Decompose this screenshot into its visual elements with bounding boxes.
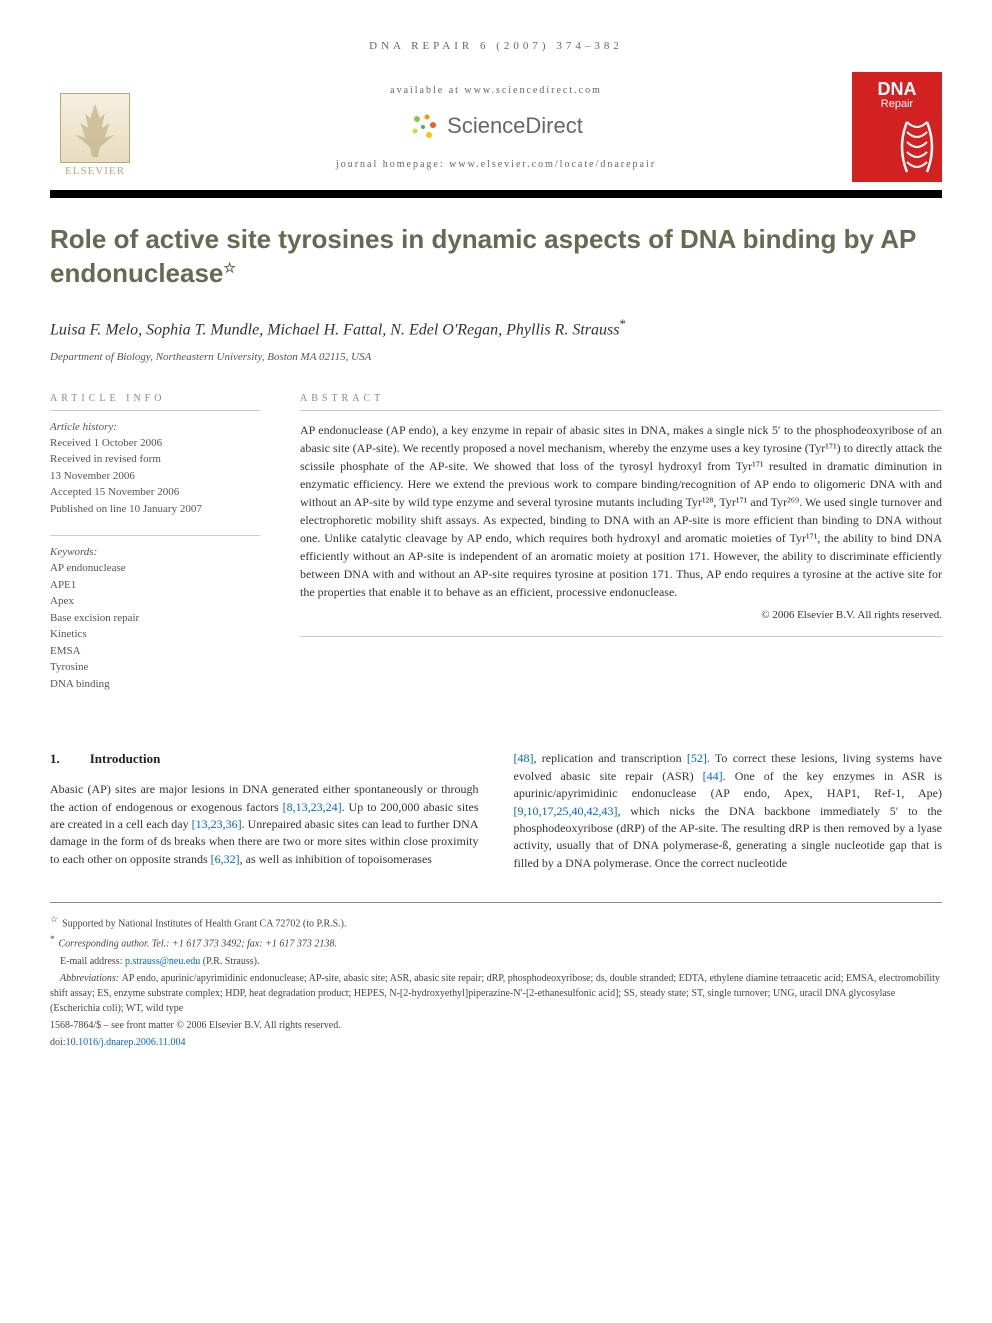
footnote-issn: 1568-7864/$ – see front matter © 2006 El… bbox=[50, 1018, 942, 1033]
elsevier-tree-icon bbox=[60, 93, 130, 163]
history-label: Article history: bbox=[50, 421, 260, 433]
keywords-label: Keywords: bbox=[50, 546, 260, 558]
keyword-item: Kinetics bbox=[50, 626, 260, 643]
sciencedirect-icon bbox=[409, 111, 439, 141]
body-text: 1. Introduction Abasic (AP) sites are maj… bbox=[50, 750, 942, 872]
dna-helix-icon bbox=[897, 117, 937, 177]
sciencedirect-text: ScienceDirect bbox=[447, 113, 583, 139]
doi-link[interactable]: 10.1016/j.dnarep.2006.11.004 bbox=[66, 1037, 186, 1048]
footnote-support: ☆ Supported by National Institutes of Hea… bbox=[50, 913, 942, 931]
abstract-text: AP endonuclease (AP endo), a key enzyme … bbox=[300, 421, 942, 601]
abstract-copyright: © 2006 Elsevier B.V. All rights reserved… bbox=[300, 609, 942, 621]
reference-link[interactable]: [48] bbox=[514, 751, 534, 765]
article-title: Role of active site tyrosines in dynamic… bbox=[50, 223, 942, 291]
reference-link[interactable]: [52] bbox=[687, 751, 707, 765]
reference-link[interactable]: [44] bbox=[703, 769, 723, 783]
footnotes: ☆ Supported by National Institutes of Hea… bbox=[50, 902, 942, 1050]
keyword-item: DNA binding bbox=[50, 676, 260, 693]
footnote-corresponding: * Corresponding author. Tel.: +1 617 373 … bbox=[50, 933, 942, 951]
body-column-right: [48], replication and transcription [52]… bbox=[514, 750, 943, 872]
history-item: Published on line 10 January 2007 bbox=[50, 501, 260, 518]
keywords-block: Keywords: AP endonuclease APE1 Apex Base… bbox=[50, 546, 260, 692]
footnote-mark-asterisk: * bbox=[50, 934, 55, 944]
email-label: E-mail address: bbox=[60, 956, 125, 967]
info-divider bbox=[50, 410, 260, 411]
footnote-text: Corresponding author. Tel.: +1 617 373 3… bbox=[59, 939, 337, 950]
keyword-item: AP endonuclease bbox=[50, 560, 260, 577]
body-paragraph: Abasic (AP) sites are major lesions in D… bbox=[50, 781, 479, 868]
keyword-item: EMSA bbox=[50, 643, 260, 660]
authors-line: Luisa F. Melo, Sophia T. Mundle, Michael… bbox=[50, 316, 942, 339]
article-info-column: ARTICLE INFO Article history: Received 1… bbox=[50, 393, 260, 711]
abstract-bottom-divider bbox=[300, 636, 942, 637]
keyword-item: Tyrosine bbox=[50, 659, 260, 676]
history-item: Accepted 15 November 2006 bbox=[50, 484, 260, 501]
elsevier-text: ELSEVIER bbox=[65, 165, 125, 177]
reference-link[interactable]: [6,32] bbox=[211, 852, 240, 866]
section-heading: 1. Introduction bbox=[50, 750, 479, 769]
available-at-text: available at www.sciencedirect.com bbox=[160, 85, 832, 96]
divider-bar bbox=[50, 190, 942, 198]
abbrev-label: Abbreviations: bbox=[60, 973, 122, 984]
cover-title: DNA bbox=[878, 80, 917, 98]
abstract-column: ABSTRACT AP endonuclease (AP endo), a ke… bbox=[300, 393, 942, 711]
body-text-span: , as well as inhibition of topoisomerase… bbox=[240, 852, 432, 866]
email-suffix: (P.R. Strauss). bbox=[200, 956, 259, 967]
info-divider bbox=[50, 535, 260, 536]
section-number: 1. bbox=[50, 750, 60, 769]
body-column-left: 1. Introduction Abasic (AP) sites are maj… bbox=[50, 750, 479, 872]
history-item: Received in revised form bbox=[50, 451, 260, 468]
cover-subtitle: Repair bbox=[881, 98, 913, 110]
reference-link[interactable]: [9,10,17,25,40,42,43] bbox=[514, 804, 618, 818]
center-header: available at www.sciencedirect.com Scien… bbox=[140, 85, 852, 170]
footnote-email: E-mail address: p.strauss@neu.edu (P.R. … bbox=[50, 954, 942, 969]
title-footnote-mark: ☆ bbox=[223, 259, 236, 275]
abstract-label: ABSTRACT bbox=[300, 393, 942, 404]
keyword-item: APE1 bbox=[50, 577, 260, 594]
footnote-abbreviations: Abbreviations: AP endo, apurinic/apyrimi… bbox=[50, 971, 942, 1016]
reference-link[interactable]: [8,13,23,24] bbox=[283, 800, 342, 814]
publisher-header: ELSEVIER available at www.sciencedirect.… bbox=[50, 72, 942, 182]
article-info-label: ARTICLE INFO bbox=[50, 393, 260, 404]
keyword-item: Base excision repair bbox=[50, 610, 260, 627]
section-title: Introduction bbox=[90, 751, 161, 766]
abbrev-text: AP endo, apurinic/apyrimidinic endonucle… bbox=[50, 973, 940, 1014]
sciencedirect-logo[interactable]: ScienceDirect bbox=[160, 111, 832, 141]
reference-link[interactable]: [13,23,36] bbox=[192, 817, 242, 831]
doi-label: doi: bbox=[50, 1037, 66, 1048]
title-text: Role of active site tyrosines in dynamic… bbox=[50, 224, 916, 288]
journal-cover: DNA Repair bbox=[852, 72, 942, 182]
info-abstract-row: ARTICLE INFO Article history: Received 1… bbox=[50, 393, 942, 711]
footnote-mark-star: ☆ bbox=[50, 914, 58, 924]
affiliation: Department of Biology, Northeastern Univ… bbox=[50, 351, 942, 363]
email-link[interactable]: p.strauss@neu.edu bbox=[125, 956, 200, 967]
corresponding-author-mark: * bbox=[619, 316, 626, 331]
abstract-divider bbox=[300, 410, 942, 411]
body-text-span: , replication and transcription bbox=[534, 751, 687, 765]
history-item: 13 November 2006 bbox=[50, 468, 260, 485]
keyword-item: Apex bbox=[50, 593, 260, 610]
body-paragraph: [48], replication and transcription [52]… bbox=[514, 750, 943, 872]
footnote-text: Supported by National Institutes of Heal… bbox=[62, 918, 346, 929]
authors-text: Luisa F. Melo, Sophia T. Mundle, Michael… bbox=[50, 321, 619, 338]
article-history-block: Article history: Received 1 October 2006… bbox=[50, 421, 260, 518]
journal-homepage-text: journal homepage: www.elsevier.com/locat… bbox=[160, 159, 832, 170]
history-item: Received 1 October 2006 bbox=[50, 435, 260, 452]
elsevier-logo: ELSEVIER bbox=[50, 77, 140, 177]
journal-reference: DNA REPAIR 6 (2007) 374–382 bbox=[50, 40, 942, 52]
footnote-doi: doi:10.1016/j.dnarep.2006.11.004 bbox=[50, 1035, 942, 1050]
